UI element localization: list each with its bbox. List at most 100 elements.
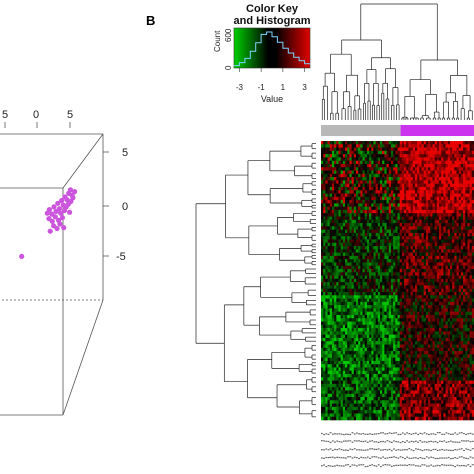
- heatmap-cell: [347, 282, 350, 286]
- heatmap-cell: [460, 246, 464, 250]
- heatmap-cell: [323, 154, 326, 158]
- heatmap-cell: [406, 157, 409, 161]
- heatmap-cell: [351, 324, 355, 329]
- heatmap-cell: [428, 141, 431, 145]
- heatmap-cell: [410, 239, 414, 244]
- heatmap-cell: [406, 170, 409, 175]
- heatmap-cell: [388, 154, 392, 158]
- heatmap-cell: [366, 167, 370, 171]
- heatmap-cell: [360, 337, 363, 342]
- heatmap-cell: [441, 157, 444, 161]
- heatmap-cell: [373, 262, 376, 267]
- heatmap-cell: [382, 219, 385, 224]
- heatmap-cell: [456, 269, 459, 273]
- heatmap-cell: [386, 173, 390, 178]
- heatmap-cell: [388, 141, 392, 145]
- heatmap-cell: [445, 150, 449, 155]
- heatmap-cell: [334, 173, 337, 178]
- heatmap-cell: [360, 144, 363, 148]
- heatmap-cell: [369, 334, 372, 339]
- heatmap-cell: [458, 236, 462, 240]
- heatmap-cell: [399, 200, 403, 204]
- heatmap-cell: [355, 223, 359, 227]
- heatmap-cell: [321, 141, 324, 145]
- heatmap-cell: [428, 196, 431, 201]
- heatmap-cell: [323, 269, 326, 273]
- heatmap-cell: [441, 311, 444, 316]
- heatmap-cell: [358, 298, 361, 303]
- heatmap-cell: [377, 203, 381, 207]
- heatmap-cell: [421, 147, 425, 152]
- heatmap-cell: [434, 318, 438, 322]
- heatmap-cell: [417, 311, 420, 316]
- heatmap-cell: [414, 219, 418, 224]
- heatmap-cell: [338, 255, 341, 260]
- heatmap-cell: [471, 193, 474, 198]
- heatmap-cell: [428, 144, 431, 148]
- heatmap-cell: [469, 180, 473, 184]
- heatmap-cell: [323, 203, 326, 207]
- heatmap-cell: [366, 275, 370, 280]
- heatmap-cell: [340, 167, 344, 171]
- heatmap-cell: [421, 242, 425, 247]
- heatmap-cell: [441, 308, 444, 312]
- heatmap-cell: [355, 272, 359, 276]
- heatmap-cell: [377, 193, 381, 198]
- heatmap-cell: [469, 200, 473, 204]
- heatmap-cell: [410, 180, 414, 184]
- heatmap-cell: [327, 275, 331, 280]
- heatmap-cell: [417, 229, 420, 234]
- heatmap-cell: [408, 190, 411, 194]
- heatmap-cell: [430, 252, 433, 257]
- heatmap-cell: [439, 321, 442, 326]
- heatmap-cell: [399, 275, 403, 280]
- heatmap-cell: [430, 337, 433, 342]
- heatmap-cell: [393, 196, 396, 201]
- heatmap-cell: [467, 334, 470, 339]
- heatmap-cell: [347, 288, 350, 293]
- heatmap-cell: [443, 252, 446, 257]
- heatmap-cell: [329, 170, 333, 175]
- heatmap-cell: [334, 282, 337, 286]
- heatmap-cell: [443, 278, 446, 283]
- heatmap-cell: [423, 242, 427, 247]
- heatmap-cell: [371, 249, 374, 253]
- heatmap-cell: [329, 160, 333, 165]
- heatmap-cell: [336, 141, 339, 145]
- heatmap-cell: [456, 278, 459, 283]
- heatmap-cell: [425, 232, 429, 237]
- heatmap-cell: [369, 252, 372, 257]
- heatmap-cell: [355, 163, 359, 168]
- heatmap-cell: [369, 347, 372, 352]
- heatmap-cell: [417, 200, 420, 204]
- heatmap-cell: [384, 344, 387, 349]
- heatmap-cell: [401, 236, 405, 240]
- heatmap-cell: [390, 213, 394, 217]
- heatmap-cell: [408, 223, 411, 227]
- heatmap-cell: [395, 282, 398, 286]
- heatmap-cell: [463, 344, 466, 349]
- heatmap-cell: [347, 347, 350, 352]
- heatmap-cell: [452, 311, 455, 316]
- heatmap-cell: [458, 206, 462, 211]
- heatmap-cell: [369, 285, 372, 289]
- heatmap-cell: [412, 196, 416, 201]
- heatmap-cell: [469, 318, 473, 322]
- heatmap-cell: [351, 167, 355, 171]
- heatmap-cell: [449, 311, 453, 316]
- heatmap-cell: [419, 344, 422, 349]
- heatmap-cell: [421, 295, 425, 299]
- heatmap-cell: [428, 223, 431, 227]
- heatmap-cell: [373, 295, 376, 299]
- heatmap-cell: [388, 305, 392, 309]
- heatmap-cell: [382, 249, 385, 253]
- heatmap-cell: [366, 259, 370, 263]
- heatmap-cell: [471, 177, 474, 181]
- heatmap-cell: [443, 298, 446, 303]
- heatmap-cell: [425, 242, 429, 247]
- heatmap-cell: [390, 298, 394, 303]
- heatmap-cell: [436, 154, 440, 158]
- heatmap-cell: [358, 262, 361, 267]
- heatmap-cell: [334, 288, 337, 293]
- heatmap-cell: [390, 223, 394, 227]
